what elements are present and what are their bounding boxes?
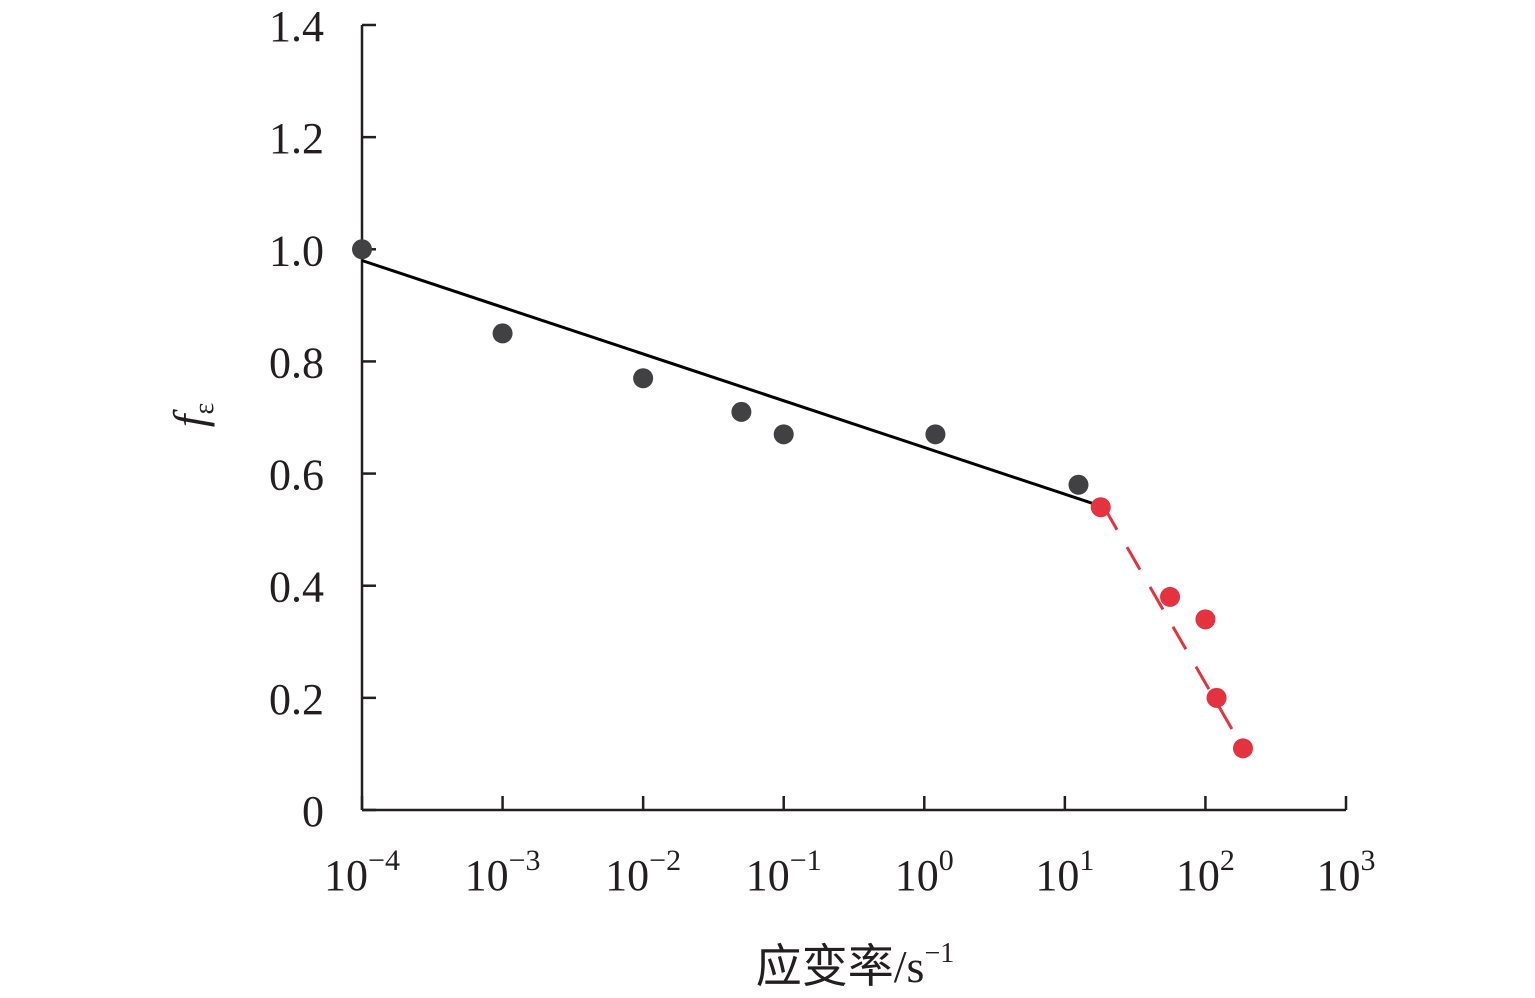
tick-labels: 10−4 10−3 10−2 10−1 100 101 102 103 0 0.2 0.4 0.6 0.… xyxy=(269,2,1376,900)
x-tick-label: 10−1 xyxy=(746,844,822,900)
y-tick-label: 0.6 xyxy=(269,451,324,500)
data-point-series-1 xyxy=(773,424,794,445)
x-tick-label: 101 xyxy=(1035,844,1094,900)
data-point-series-2 xyxy=(1232,738,1253,759)
y-tick-label: 0.4 xyxy=(269,563,324,612)
x-tick-label: 10−4 xyxy=(324,844,400,900)
x-tick-label: 102 xyxy=(1176,844,1235,900)
x-tick-label: 103 xyxy=(1317,844,1376,900)
x-tick-label: 100 xyxy=(895,844,954,900)
y-tick-label: 1.0 xyxy=(269,226,324,275)
fit-line-1 xyxy=(361,259,1105,509)
data-points xyxy=(352,239,1253,759)
y-tick-label: 1.2 xyxy=(269,114,324,163)
x-axis-title: 应变率/s−1 xyxy=(756,938,954,992)
data-point-series-2 xyxy=(1160,586,1181,607)
fit-line-2 xyxy=(1102,506,1245,750)
axes xyxy=(360,23,1348,812)
y-tick-label: 0.8 xyxy=(269,338,324,387)
data-point-series-1 xyxy=(352,239,372,260)
data-point-series-2 xyxy=(1090,497,1111,518)
x-tick-label: 10−2 xyxy=(605,844,681,900)
data-point-series-1 xyxy=(925,424,946,445)
data-point-series-1 xyxy=(633,368,654,389)
data-point-series-1 xyxy=(731,401,752,422)
y-tick-label: 0.2 xyxy=(269,675,324,724)
data-point-series-1 xyxy=(492,323,513,344)
data-point-series-2 xyxy=(1206,687,1227,708)
data-point-series-1 xyxy=(1068,474,1089,495)
x-tick-label: 10−3 xyxy=(465,844,541,900)
y-tick-label: 1.4 xyxy=(269,2,324,51)
y-tick-label: 0 xyxy=(302,787,324,836)
y-axis-title: fε xyxy=(164,403,220,428)
fit-lines xyxy=(361,259,1245,750)
data-point-series-2 xyxy=(1195,609,1216,630)
